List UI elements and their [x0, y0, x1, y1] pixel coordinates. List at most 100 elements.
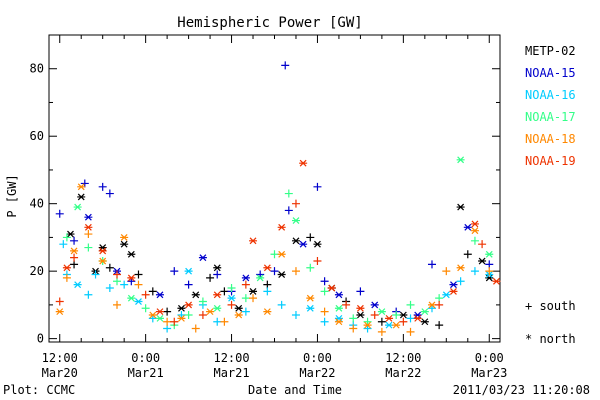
data-point-south [356, 287, 365, 296]
data-point-north [120, 233, 129, 241]
data-point-south [98, 182, 107, 191]
data-point-north [313, 240, 322, 248]
data-point-south [370, 311, 379, 320]
data-point-north [213, 264, 222, 272]
data-point-north [98, 257, 107, 265]
data-point-north [155, 291, 164, 299]
data-point-south [478, 240, 487, 249]
data-point-south [120, 280, 129, 289]
data-point-south [377, 317, 386, 326]
plot-credit: Plot: CCMC [3, 383, 75, 397]
data-point-north [263, 308, 272, 316]
data-point-south [291, 267, 300, 276]
data-point-north [370, 301, 379, 309]
data-point-south [470, 236, 479, 245]
data-point-north [334, 318, 343, 326]
data-point-north [470, 220, 479, 228]
y-axis-label: P [GW] [5, 174, 19, 217]
x-tick-time-label: 0:00 [303, 351, 332, 365]
data-point-south [198, 297, 207, 306]
data-point-south [277, 300, 286, 309]
data-point-south [170, 267, 179, 276]
data-point-south [435, 294, 444, 303]
data-point-north [184, 301, 193, 309]
y-tick-label: 80 [30, 62, 44, 76]
data-point-north [492, 277, 501, 285]
data-point-north [456, 156, 465, 164]
data-point-south [170, 317, 179, 326]
data-point-north [299, 240, 308, 248]
data-point-north [98, 247, 107, 255]
legend-entry: NOAA-17 [525, 110, 576, 124]
data-point-south [70, 253, 79, 262]
data-point-north [198, 254, 207, 262]
data-point-north [84, 223, 93, 231]
data-point-south [163, 307, 172, 316]
data-point-south [270, 267, 279, 276]
data-point-south [263, 287, 272, 296]
data-point-south [141, 304, 150, 313]
x-tick-date-label: Mar23 [471, 366, 507, 380]
data-point-south [406, 300, 415, 309]
data-point-south [463, 250, 472, 259]
data-point-north [213, 291, 222, 299]
data-point-south [105, 189, 114, 198]
data-point-south [281, 61, 290, 70]
data-point-north [449, 287, 458, 295]
data-point-south [70, 260, 79, 269]
data-point-south [113, 300, 122, 309]
data-point-south [113, 277, 122, 286]
data-point-south [320, 317, 329, 326]
data-point-south [134, 270, 143, 279]
data-point-south [291, 311, 300, 320]
data-point-south [306, 263, 315, 272]
plot-frame [48, 34, 501, 343]
data-point-south [113, 270, 122, 279]
data-point-north [413, 314, 422, 322]
data-point-south [406, 327, 415, 336]
data-point-north [306, 304, 315, 312]
data-point-north [120, 240, 129, 248]
data-point-south [105, 263, 114, 272]
x-tick-time-label: 0:00 [131, 351, 160, 365]
x-tick-time-label: 12:00 [42, 351, 78, 365]
data-point-north [256, 274, 265, 282]
data-point-north [470, 227, 479, 235]
data-point-north [327, 284, 336, 292]
data-point-south [191, 324, 200, 333]
data-point-north [306, 294, 315, 302]
data-point-north [277, 250, 286, 258]
data-point-north [392, 321, 401, 329]
data-point-north [77, 183, 86, 191]
data-point-south [485, 260, 494, 269]
x-tick-time-label: 0:00 [475, 351, 504, 365]
data-point-north [177, 304, 186, 312]
data-point-south [291, 199, 300, 208]
data-point-south [456, 277, 465, 286]
data-point-south [377, 327, 386, 336]
data-point-north [356, 304, 365, 312]
data-point-north [299, 159, 308, 167]
data-point-south [470, 267, 479, 276]
data-point-south [263, 280, 272, 289]
data-point-north [249, 237, 258, 245]
data-point-north [334, 314, 343, 322]
data-point-north [385, 314, 394, 322]
data-point-north [177, 314, 186, 322]
data-point-south [206, 273, 215, 282]
x-tick-date-label: Mar21 [213, 366, 249, 380]
x-tick-date-label: Mar20 [42, 366, 78, 380]
data-point-south [148, 287, 157, 296]
plot-timestamp: 2011/03/23 11:20:08 [453, 383, 590, 397]
data-point-south [241, 280, 250, 289]
data-point-north [234, 311, 243, 319]
data-point-south [313, 182, 322, 191]
data-point-south [435, 300, 444, 309]
data-point-south [198, 311, 207, 320]
data-point-south [349, 324, 358, 333]
data-point-south [241, 294, 250, 303]
data-point-north [191, 291, 200, 299]
data-point-north [420, 308, 429, 316]
data-point-south [249, 294, 258, 303]
data-point-north [277, 223, 286, 231]
